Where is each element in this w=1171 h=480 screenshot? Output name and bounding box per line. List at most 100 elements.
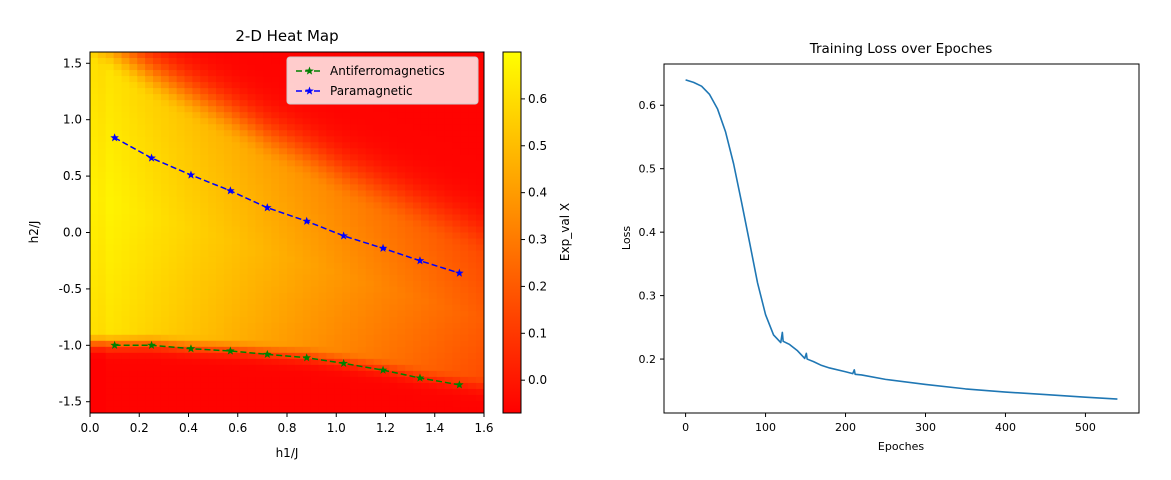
heatmap-cell [200, 112, 209, 119]
heatmap-cell [310, 304, 320, 312]
heatmap-cell [287, 250, 296, 258]
heatmap-cell [90, 406, 99, 413]
heatmap-cell [160, 298, 170, 306]
heatmap-cell [476, 52, 484, 59]
heatmap-cell [121, 82, 130, 89]
heatmap-cell [318, 304, 327, 312]
heatmap-cell [208, 106, 217, 113]
heatmap-cell [97, 178, 107, 185]
heatmap-cell [452, 244, 461, 252]
heatmap-cell [105, 178, 115, 185]
heatmap-cell [184, 334, 194, 342]
heatmap-cell [381, 292, 391, 300]
heatmap-cell [381, 202, 391, 210]
heatmap-cell [121, 310, 130, 318]
heatmap-cell [247, 226, 257, 234]
heatmap-cell [444, 136, 454, 143]
heatmap-cell [444, 148, 454, 155]
heatmap-cell [216, 166, 225, 173]
heatmap-cell [208, 286, 217, 294]
heatmap-cell [121, 292, 130, 300]
heatmap-cell [255, 376, 264, 384]
heatmap-cell [263, 154, 272, 161]
heatmap-cell [113, 166, 123, 173]
heatmap-cell [444, 154, 454, 161]
heatmap-cell [318, 118, 327, 125]
heatmap-cell [436, 256, 446, 264]
heatmap-cell [357, 250, 367, 258]
heatmap-cell [153, 214, 162, 222]
heatmap-cell [176, 358, 186, 366]
heatmap-cell [365, 304, 375, 312]
heatmap-cell [105, 154, 115, 161]
heatmap-cell [247, 160, 257, 167]
heatmap-cell [436, 208, 446, 216]
heatmap-cell [310, 154, 320, 161]
heatmap-cell [129, 244, 138, 252]
heatmap-cell [310, 208, 320, 216]
heatmap-cell [342, 304, 351, 312]
heatmap-cell [192, 172, 201, 179]
heatmap-cell [145, 70, 154, 77]
heatmap-cell [342, 232, 351, 240]
heatmap-cell [160, 220, 170, 228]
heatmap-cell [334, 220, 343, 228]
heatmap-cell [468, 400, 477, 408]
heatmap-cell [405, 400, 414, 408]
heatmap-cell [239, 352, 249, 360]
heatmap-cell [223, 130, 233, 137]
heatmap-cell [436, 310, 446, 318]
heatmap-cell [279, 154, 288, 161]
heatmap-cell [468, 214, 477, 222]
heatmap-cell [302, 328, 312, 336]
heatmap-cell [444, 358, 454, 366]
heatmap-cell [350, 406, 359, 413]
heatmap-cell [310, 400, 320, 408]
heatmap-cell [200, 172, 209, 179]
heatmap-cell [129, 340, 138, 348]
heatmap-cell [326, 370, 335, 378]
heatmap-cell [279, 388, 288, 396]
heatmap-cell [90, 280, 99, 288]
series-point [455, 380, 464, 389]
heatmap-cell [121, 322, 130, 330]
heatmap-cell [121, 160, 130, 167]
heatmap-cell [105, 142, 115, 149]
heatmap-cell [137, 142, 146, 149]
heatmap-cell [263, 400, 272, 408]
heatmap-cell [216, 172, 225, 179]
heatmap-cell [460, 358, 469, 366]
heatmap-cell [342, 244, 351, 252]
heatmap-cell [413, 226, 422, 234]
heatmap-cell [153, 100, 162, 107]
heatmap-cell [200, 124, 209, 131]
heatmap-cell [97, 250, 107, 258]
heatmap-cell [184, 394, 194, 402]
heatmap-cell [231, 100, 241, 107]
heatmap-cell [334, 238, 343, 246]
heatmap-cell [373, 400, 383, 408]
series-point [226, 346, 235, 355]
heatmap-cell [216, 328, 225, 336]
heatmap-cell [239, 70, 249, 77]
heatmap-cell [208, 76, 217, 83]
heatmap-cell [168, 154, 178, 161]
heatmap-cell [334, 106, 343, 113]
heatmap-cell [413, 142, 422, 149]
heatmap-cell [105, 286, 115, 294]
heatmap-cell [231, 232, 241, 240]
heatmap-cell [350, 130, 359, 137]
heatmap-cell [381, 142, 391, 149]
heatmap-cell [342, 238, 351, 246]
heatmap-cell [287, 160, 296, 167]
heatmap-cell [192, 250, 201, 258]
heatmap-cell [476, 316, 484, 324]
heatmap-cell [452, 280, 461, 288]
heatmap-cell [357, 154, 367, 161]
heatmap-cell [373, 160, 383, 167]
heatmap-cell [468, 406, 477, 413]
heatmap-cell [326, 160, 335, 167]
heatmap-cell [255, 346, 264, 354]
heatmap-cell [365, 340, 375, 348]
heatmap-cell [405, 376, 414, 384]
